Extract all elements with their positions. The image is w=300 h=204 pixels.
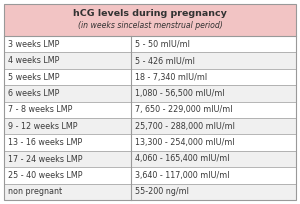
Bar <box>4 85 296 102</box>
Text: 1,080 - 56,500 mIU/ml: 1,080 - 56,500 mIU/ml <box>135 89 225 98</box>
Bar <box>4 52 296 69</box>
Text: 25 - 40 weeks LMP: 25 - 40 weeks LMP <box>8 171 82 180</box>
Text: 5 - 426 mIU/ml: 5 - 426 mIU/ml <box>135 56 195 65</box>
Text: 6 weeks LMP: 6 weeks LMP <box>8 89 59 98</box>
Bar <box>4 102 296 118</box>
Text: hCG levels during pregnancy: hCG levels during pregnancy <box>73 10 227 19</box>
Text: 4,060 - 165,400 mIU/ml: 4,060 - 165,400 mIU/ml <box>135 154 230 163</box>
Bar <box>4 118 296 134</box>
Text: 17 - 24 weeks LMP: 17 - 24 weeks LMP <box>8 154 82 163</box>
Text: 5 weeks LMP: 5 weeks LMP <box>8 72 59 82</box>
Text: (in weeks sincelast menstrual period): (in weeks sincelast menstrual period) <box>78 21 222 31</box>
Text: 7, 650 - 229,000 mIU/ml: 7, 650 - 229,000 mIU/ml <box>135 105 232 114</box>
Text: 25,700 - 288,000 mIU/ml: 25,700 - 288,000 mIU/ml <box>135 122 235 131</box>
Bar <box>4 134 296 151</box>
Bar <box>4 151 296 167</box>
Bar <box>4 36 296 52</box>
Text: 13,300 - 254,000 mIU/ml: 13,300 - 254,000 mIU/ml <box>135 138 235 147</box>
Text: 5 - 50 mIU/ml: 5 - 50 mIU/ml <box>135 40 190 49</box>
Bar <box>4 69 296 85</box>
Bar <box>4 4 296 36</box>
Text: 3 weeks LMP: 3 weeks LMP <box>8 40 59 49</box>
Text: 18 - 7,340 mIU/ml: 18 - 7,340 mIU/ml <box>135 72 207 82</box>
Text: non pregnant: non pregnant <box>8 187 62 196</box>
Bar <box>4 167 296 184</box>
Text: 4 weeks LMP: 4 weeks LMP <box>8 56 59 65</box>
Text: 7 - 8 weeks LMP: 7 - 8 weeks LMP <box>8 105 72 114</box>
Text: 9 - 12 weeks LMP: 9 - 12 weeks LMP <box>8 122 77 131</box>
Bar <box>4 184 296 200</box>
Text: 55-200 ng/ml: 55-200 ng/ml <box>135 187 189 196</box>
Text: 13 - 16 weeks LMP: 13 - 16 weeks LMP <box>8 138 82 147</box>
Text: 3,640 - 117,000 mIU/ml: 3,640 - 117,000 mIU/ml <box>135 171 230 180</box>
